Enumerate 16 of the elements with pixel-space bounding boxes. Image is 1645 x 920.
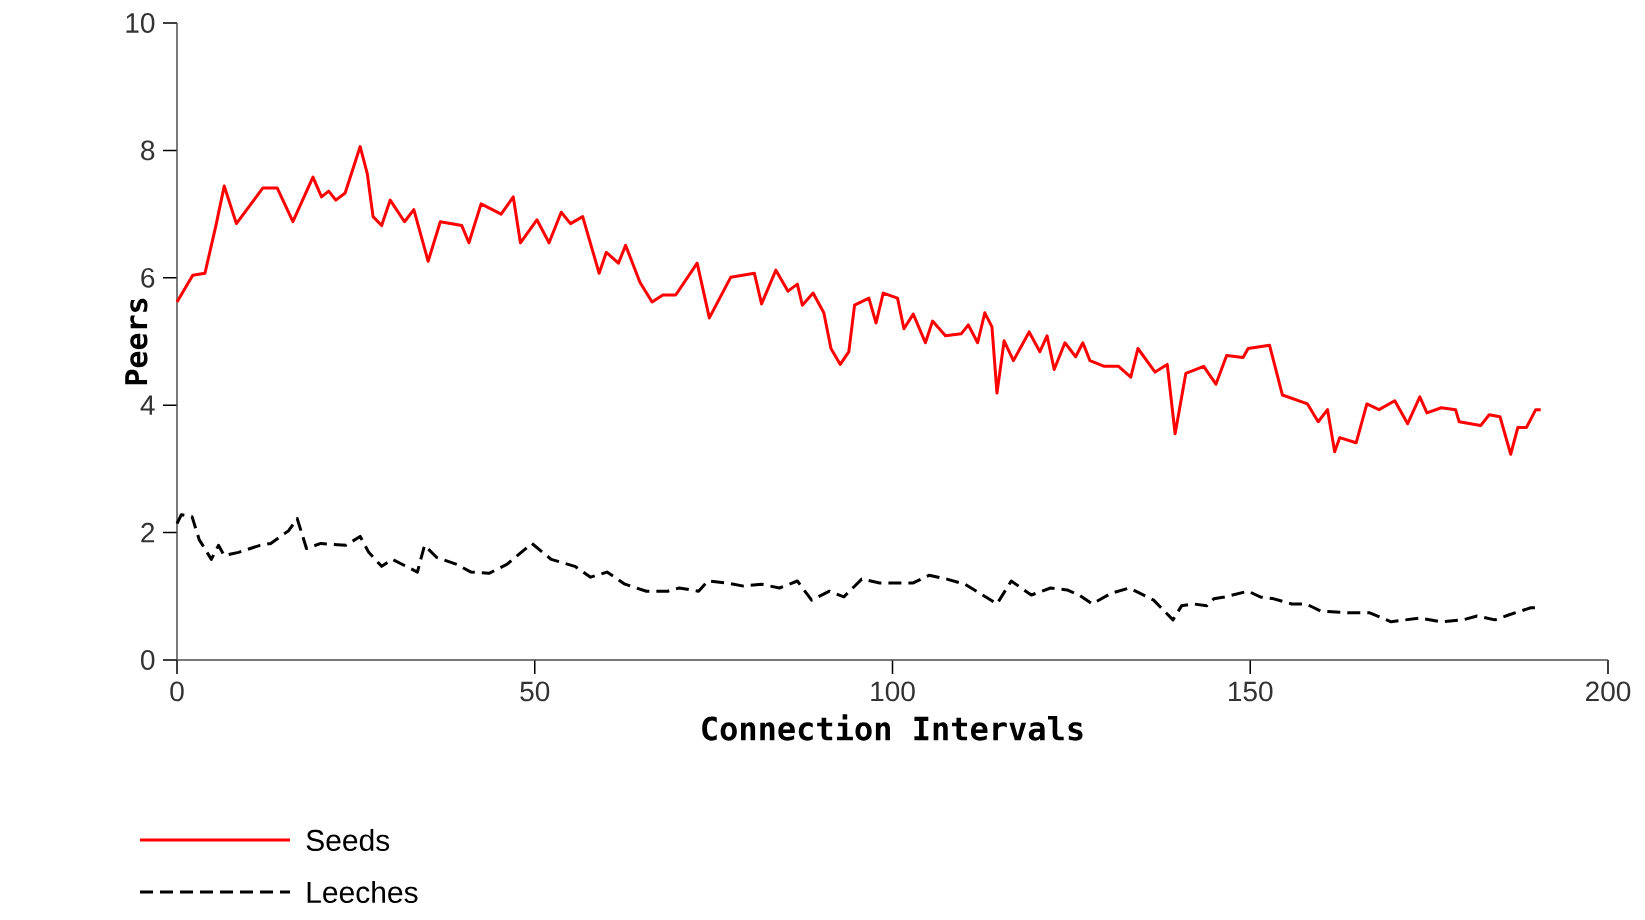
y-tick-label: 4 <box>140 395 155 415</box>
x-tick-label: 150 <box>1229 681 1273 702</box>
y-axis-title: Peers <box>125 298 148 385</box>
legend-label: Seeds <box>306 828 390 852</box>
x-axis-title: Connection Intervals <box>702 714 1083 741</box>
y-tick-label: 8 <box>141 140 155 161</box>
y-tick-label: 2 <box>141 522 155 543</box>
x-tick-label: 200 <box>1586 681 1631 702</box>
y-tick-label: 6 <box>141 267 155 288</box>
x-tick-label: 0 <box>170 681 184 702</box>
y-tick-label: 10 <box>126 13 155 33</box>
x-tick-label: 100 <box>871 681 915 702</box>
x-tick-label: 50 <box>520 681 550 702</box>
legend-label: Leeches <box>307 880 418 904</box>
line-series <box>175 145 1543 456</box>
y-tick-label: 0 <box>141 650 155 670</box>
